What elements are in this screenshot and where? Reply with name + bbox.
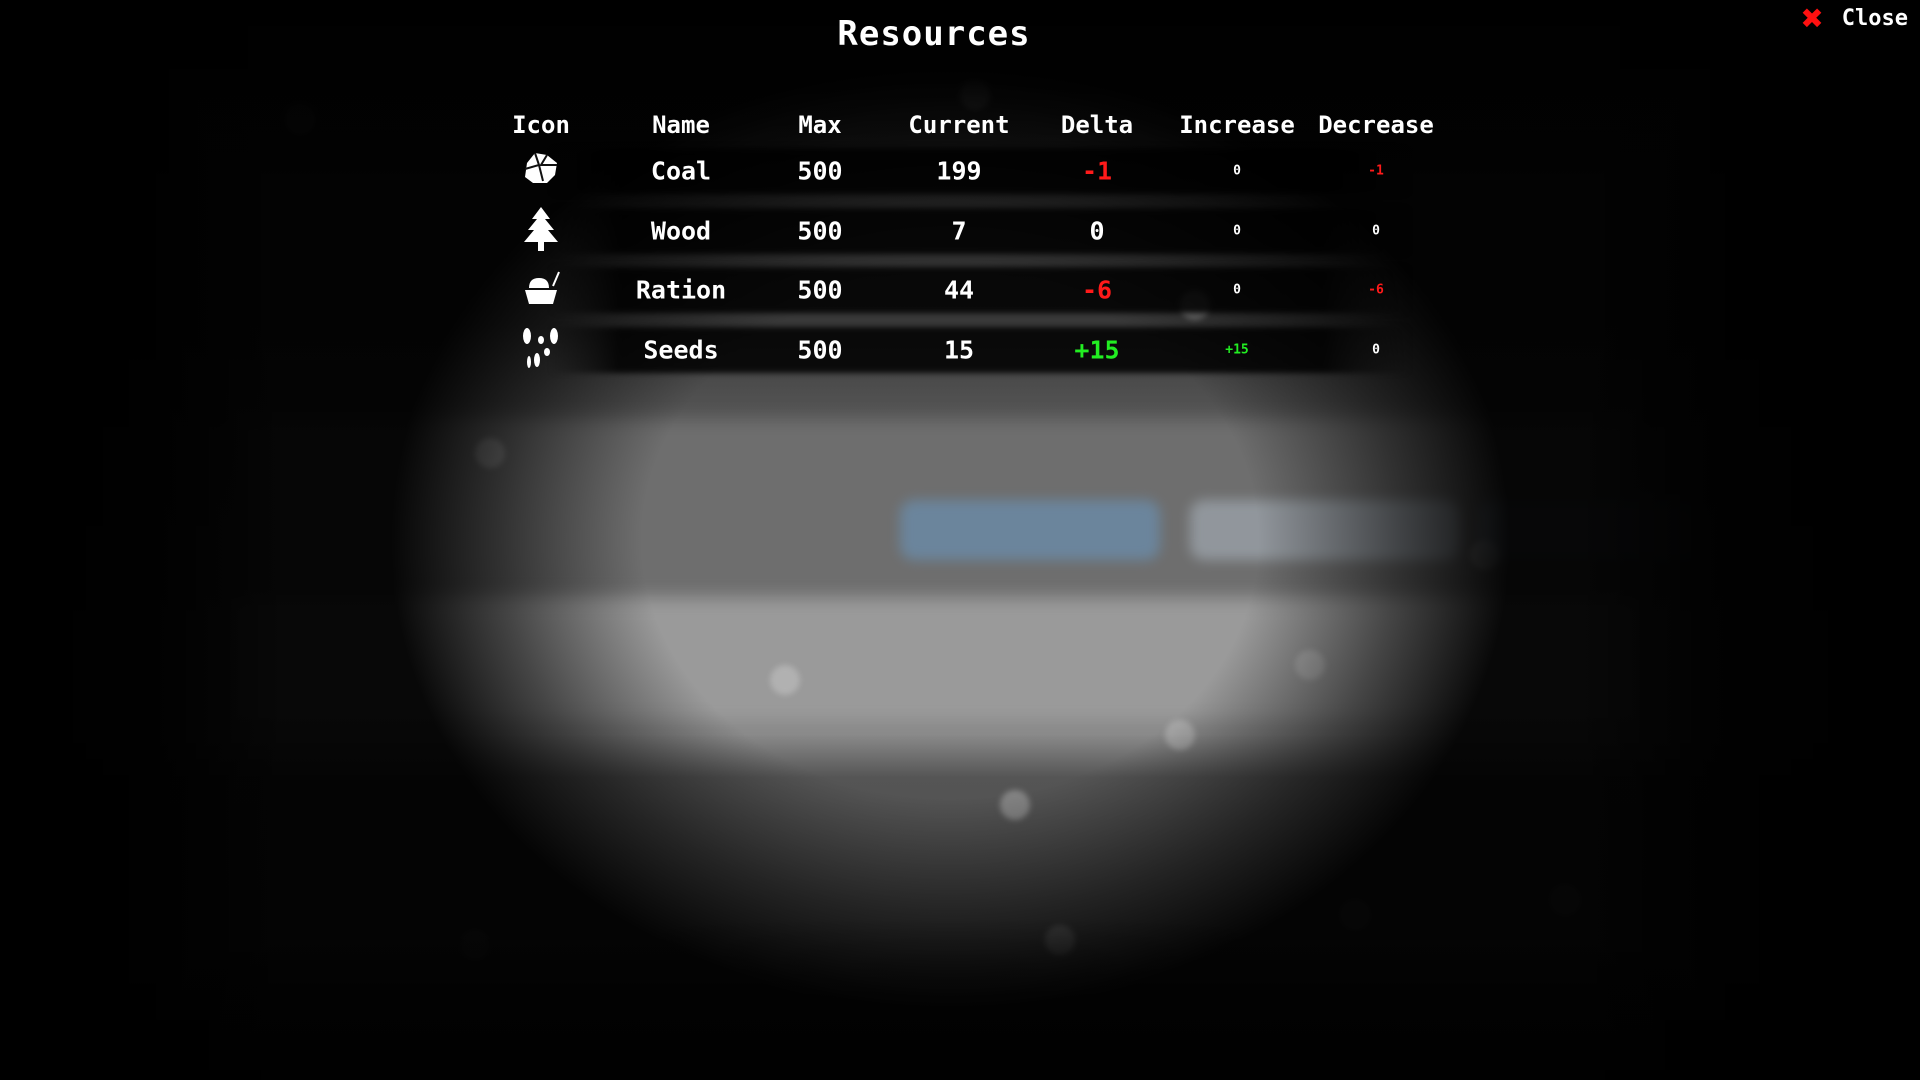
- cell-decrease: -1: [1368, 163, 1384, 179]
- cell-max: 500: [797, 335, 843, 365]
- seeds-icon: [517, 324, 565, 376]
- header-icon: Icon: [512, 111, 570, 139]
- close-label: Close: [1841, 6, 1908, 31]
- x-icon: ✖: [1800, 2, 1824, 35]
- cell-increase: +15: [1225, 342, 1249, 358]
- close-button[interactable]: ✖ Close: [1800, 2, 1908, 35]
- header-delta: Delta: [1060, 111, 1134, 139]
- cell-name: Seeds: [643, 335, 719, 365]
- cell-name: Coal: [650, 156, 712, 186]
- cell-current: 44: [943, 275, 975, 305]
- table-row: [550, 148, 1410, 194]
- cell-delta: +15: [1074, 335, 1120, 365]
- cell-increase: 0: [1233, 282, 1241, 298]
- cell-current: 199: [936, 156, 982, 186]
- cell-delta: 0: [1089, 216, 1105, 246]
- cell-decrease: 0: [1372, 223, 1380, 239]
- cell-decrease: 0: [1372, 342, 1380, 358]
- ration-bowl-icon: [517, 264, 565, 316]
- tree-icon: [517, 205, 565, 257]
- header-max: Max: [798, 111, 842, 139]
- cell-name: Wood: [650, 216, 712, 246]
- header-name: Name: [652, 111, 710, 139]
- cell-max: 500: [797, 275, 843, 305]
- cell-increase: 0: [1233, 163, 1241, 179]
- table-row: [550, 208, 1410, 254]
- cell-delta: -6: [1081, 275, 1113, 305]
- cell-current: 15: [943, 335, 975, 365]
- cell-max: 500: [797, 216, 843, 246]
- cell-delta: -1: [1081, 156, 1113, 186]
- cell-max: 500: [797, 156, 843, 186]
- header-increase: Increase: [1179, 111, 1295, 139]
- header-current: Current: [908, 111, 1010, 139]
- cell-increase: 0: [1233, 223, 1241, 239]
- table-row: [550, 327, 1410, 373]
- cell-decrease: -6: [1368, 282, 1384, 298]
- header-decrease: Decrease: [1318, 111, 1434, 139]
- page-title: Resources: [837, 14, 1031, 54]
- coal-icon: [517, 145, 565, 197]
- cell-current: 7: [951, 216, 967, 246]
- cell-name: Ration: [635, 275, 727, 305]
- table-row: [550, 267, 1410, 313]
